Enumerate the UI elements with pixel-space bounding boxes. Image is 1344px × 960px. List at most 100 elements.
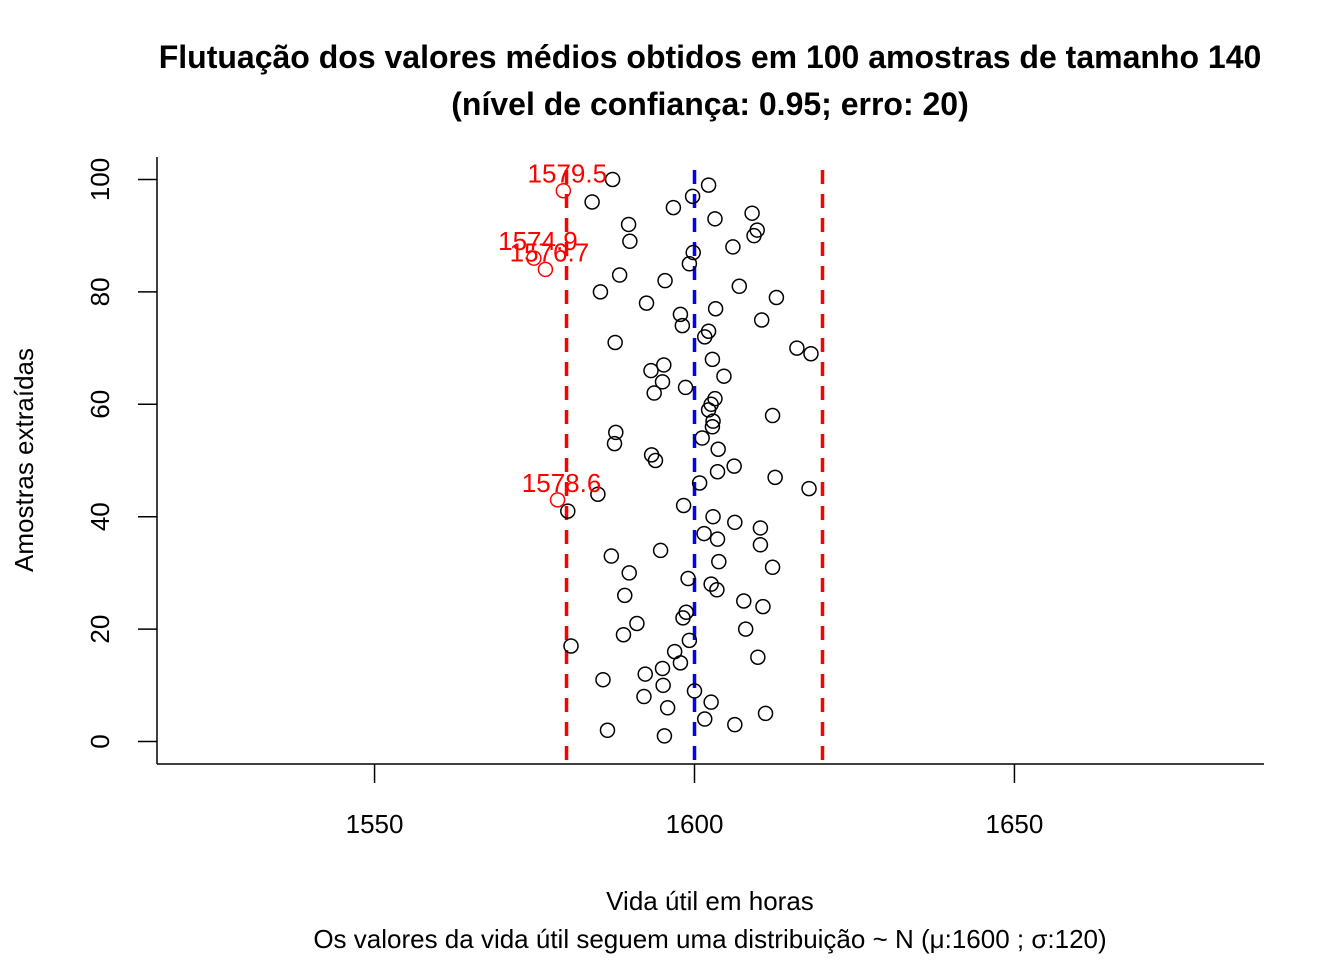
data-point: [622, 233, 638, 250]
data-point: [703, 694, 719, 710]
data-point: [750, 649, 766, 665]
data-point: [803, 345, 819, 362]
data-point: [608, 424, 624, 441]
data-point: [709, 531, 726, 547]
data-point: [704, 351, 721, 368]
y-tick-label: 60: [85, 390, 115, 419]
data-point: [691, 475, 708, 491]
data-point: [707, 301, 724, 317]
data-point: [584, 194, 600, 210]
data-point: [681, 256, 698, 272]
data-point: [665, 199, 682, 216]
data-point: [727, 716, 743, 733]
data-point: [725, 239, 741, 255]
data-point: [643, 362, 659, 379]
data-point: [767, 469, 783, 486]
data-point: [768, 289, 785, 306]
x-tick-label: 1600: [666, 809, 724, 839]
data-point: [709, 463, 726, 480]
data-point: [607, 334, 623, 351]
outlier-point: [555, 182, 572, 199]
y-tick-label: 20: [85, 615, 115, 644]
data-point: [599, 722, 616, 739]
outlier-label: 1579.5: [528, 159, 608, 189]
data-point: [678, 604, 694, 620]
data-point: [685, 244, 701, 261]
outlier-label: 1574.9: [498, 226, 578, 256]
data-points: [526, 171, 819, 744]
data-point: [753, 312, 770, 328]
data-point: [703, 576, 719, 592]
data-point: [731, 278, 748, 295]
data-point: [726, 458, 742, 474]
data-point: [686, 683, 703, 699]
data-point: [736, 593, 752, 609]
y-tick-label: 80: [85, 277, 115, 306]
data-point: [611, 267, 628, 283]
data-point: [737, 621, 754, 637]
x-tick-label: 1650: [986, 809, 1044, 839]
data-point: [657, 272, 673, 289]
data-point: [590, 486, 606, 502]
data-point: [646, 385, 662, 401]
chart-title-line1: Flutuação dos valores médios obtidos em …: [159, 39, 1262, 75]
x-tick-label: 1550: [346, 809, 404, 839]
y-axis-label: Amostras extraídas: [9, 348, 39, 572]
data-point: [655, 677, 671, 694]
data-point: [621, 565, 637, 581]
data-point: [801, 480, 817, 497]
data-point: [637, 666, 653, 682]
data-point: [727, 514, 743, 531]
data-point: [592, 284, 609, 300]
data-point: [595, 671, 611, 688]
data-point: [603, 548, 620, 564]
data-point: [560, 503, 576, 519]
data-point: [752, 520, 769, 536]
data-point: [563, 638, 579, 654]
outlier-point: [549, 492, 566, 508]
data-point: [654, 374, 671, 390]
outlier-label: 1578.6: [522, 468, 602, 498]
data-point: [700, 323, 717, 339]
data-point: [615, 626, 632, 643]
y-tick-label: 100: [85, 158, 115, 201]
data-point: [789, 340, 805, 356]
data-point: [752, 537, 769, 553]
data-point: [755, 598, 771, 615]
data-point: [694, 430, 710, 446]
data-point: [654, 660, 671, 677]
data-point: [666, 643, 683, 660]
data-point: [629, 615, 645, 632]
data-point: [705, 413, 721, 429]
outlier-point: [526, 250, 542, 266]
chart-subtitle: Os valores da vida útil seguem uma distr…: [313, 924, 1106, 954]
data-point: [707, 390, 723, 407]
data-point: [656, 357, 672, 373]
data-point: [680, 570, 696, 587]
data-point: [709, 582, 725, 598]
data-point: [652, 542, 669, 559]
y-tick-label: 40: [85, 502, 115, 531]
x-axis-label: Vida útil em horas: [606, 886, 814, 916]
data-point: [659, 700, 676, 716]
x-axis-ticks: 1550 1600 1650: [346, 764, 1044, 839]
data-point: [696, 525, 712, 542]
data-point: [710, 441, 726, 458]
data-point: [711, 553, 727, 570]
data-point: [704, 419, 721, 435]
data-point: [643, 447, 660, 463]
data-point: [674, 317, 691, 334]
data-point: [677, 379, 694, 396]
data-point: [638, 295, 655, 311]
data-point: [696, 711, 713, 727]
data-point: [606, 435, 623, 452]
data-point: [757, 705, 774, 722]
data-point: [707, 211, 723, 227]
y-tick-label: 0: [85, 734, 115, 748]
data-point: [620, 216, 637, 233]
data-point: [749, 222, 765, 238]
data-point: [705, 508, 721, 525]
data-point: [675, 497, 692, 514]
